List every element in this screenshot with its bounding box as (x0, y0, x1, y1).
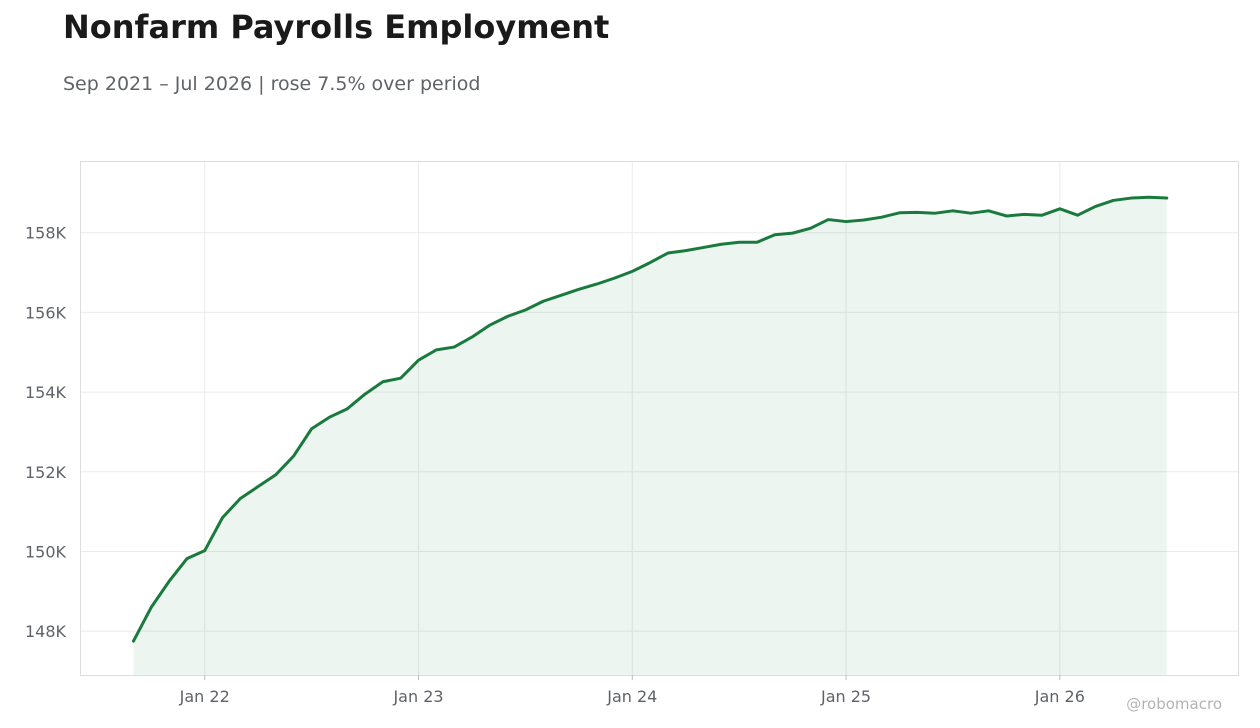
data-point (470, 336, 473, 339)
data-point (132, 640, 135, 643)
data-point (666, 252, 669, 255)
x-tick-label: Jan 25 (820, 687, 871, 706)
data-point (773, 233, 776, 236)
data-point (613, 277, 616, 280)
data-point (951, 209, 954, 212)
data-point (987, 209, 990, 212)
data-point (364, 393, 367, 396)
watermark: @robomacro (1126, 695, 1222, 713)
plot-frame (80, 161, 1239, 676)
data-point (310, 427, 313, 430)
data-point (399, 377, 402, 380)
data-point (577, 288, 580, 291)
data-point (1076, 214, 1079, 217)
data-point (862, 218, 865, 221)
y-tick-label: 158K (25, 224, 67, 243)
data-point (934, 212, 937, 215)
data-point (702, 246, 705, 249)
data-point (506, 315, 509, 318)
data-point (845, 220, 848, 223)
data-point (292, 454, 295, 457)
data-point (417, 359, 420, 362)
y-tick-label: 148K (25, 622, 67, 641)
y-axis: 148K 150K 152K 154K 156K 158K (25, 224, 67, 641)
x-axis: Jan 22 Jan 23 Jan 24 Jan 25 Jan 26 (179, 675, 1085, 706)
data-point (524, 309, 527, 312)
data-point (274, 473, 277, 476)
data-point (239, 497, 242, 500)
y-tick-label: 150K (25, 542, 67, 561)
chart-subtitle: Sep 2021 – Jul 2026 | rose 7.5% over per… (63, 73, 481, 95)
data-point (453, 346, 456, 349)
data-point (542, 300, 545, 303)
data-point (185, 557, 188, 560)
gridlines (81, 162, 1238, 675)
data-point (1041, 214, 1044, 217)
data-point (203, 549, 206, 552)
data-point (791, 232, 794, 235)
y-tick-label: 154K (25, 383, 67, 402)
data-point (1005, 214, 1008, 217)
y-tick-label: 156K (25, 303, 67, 322)
data-point (257, 485, 260, 488)
x-tick-label: Jan 24 (606, 687, 657, 706)
data-point (631, 270, 634, 273)
data-point (1112, 199, 1115, 202)
data-point (649, 261, 652, 264)
data-point (1058, 207, 1061, 210)
data-point (221, 516, 224, 519)
data-point (720, 243, 723, 246)
data-point (560, 294, 563, 297)
data-point (1130, 197, 1133, 200)
series-line (131, 195, 1169, 643)
chart-title: Nonfarm Payrolls Employment (63, 8, 610, 46)
line-layer (131, 195, 1169, 643)
area-layer (133, 197, 1167, 675)
data-point (346, 407, 349, 410)
data-point (1094, 205, 1097, 208)
data-point (168, 580, 171, 583)
data-point (435, 348, 438, 351)
data-point (488, 324, 491, 327)
data-point (381, 380, 384, 383)
data-point (1147, 196, 1150, 199)
data-point (1023, 213, 1026, 216)
data-point (755, 241, 758, 244)
data-point (738, 241, 741, 244)
data-point (150, 606, 153, 609)
data-point (880, 216, 883, 219)
data-point (328, 416, 331, 419)
data-point (916, 211, 919, 214)
data-point (827, 218, 830, 221)
data-point (898, 211, 901, 214)
x-tick-label: Jan 26 (1034, 687, 1085, 706)
y-tick-label: 152K (25, 463, 67, 482)
data-point (595, 283, 598, 286)
series-area-fill (133, 197, 1167, 675)
data-point (1165, 197, 1168, 200)
x-tick-label: Jan 22 (179, 687, 230, 706)
data-point (809, 227, 812, 230)
data-point (969, 212, 972, 215)
x-tick-label: Jan 23 (392, 687, 443, 706)
data-point (684, 249, 687, 252)
